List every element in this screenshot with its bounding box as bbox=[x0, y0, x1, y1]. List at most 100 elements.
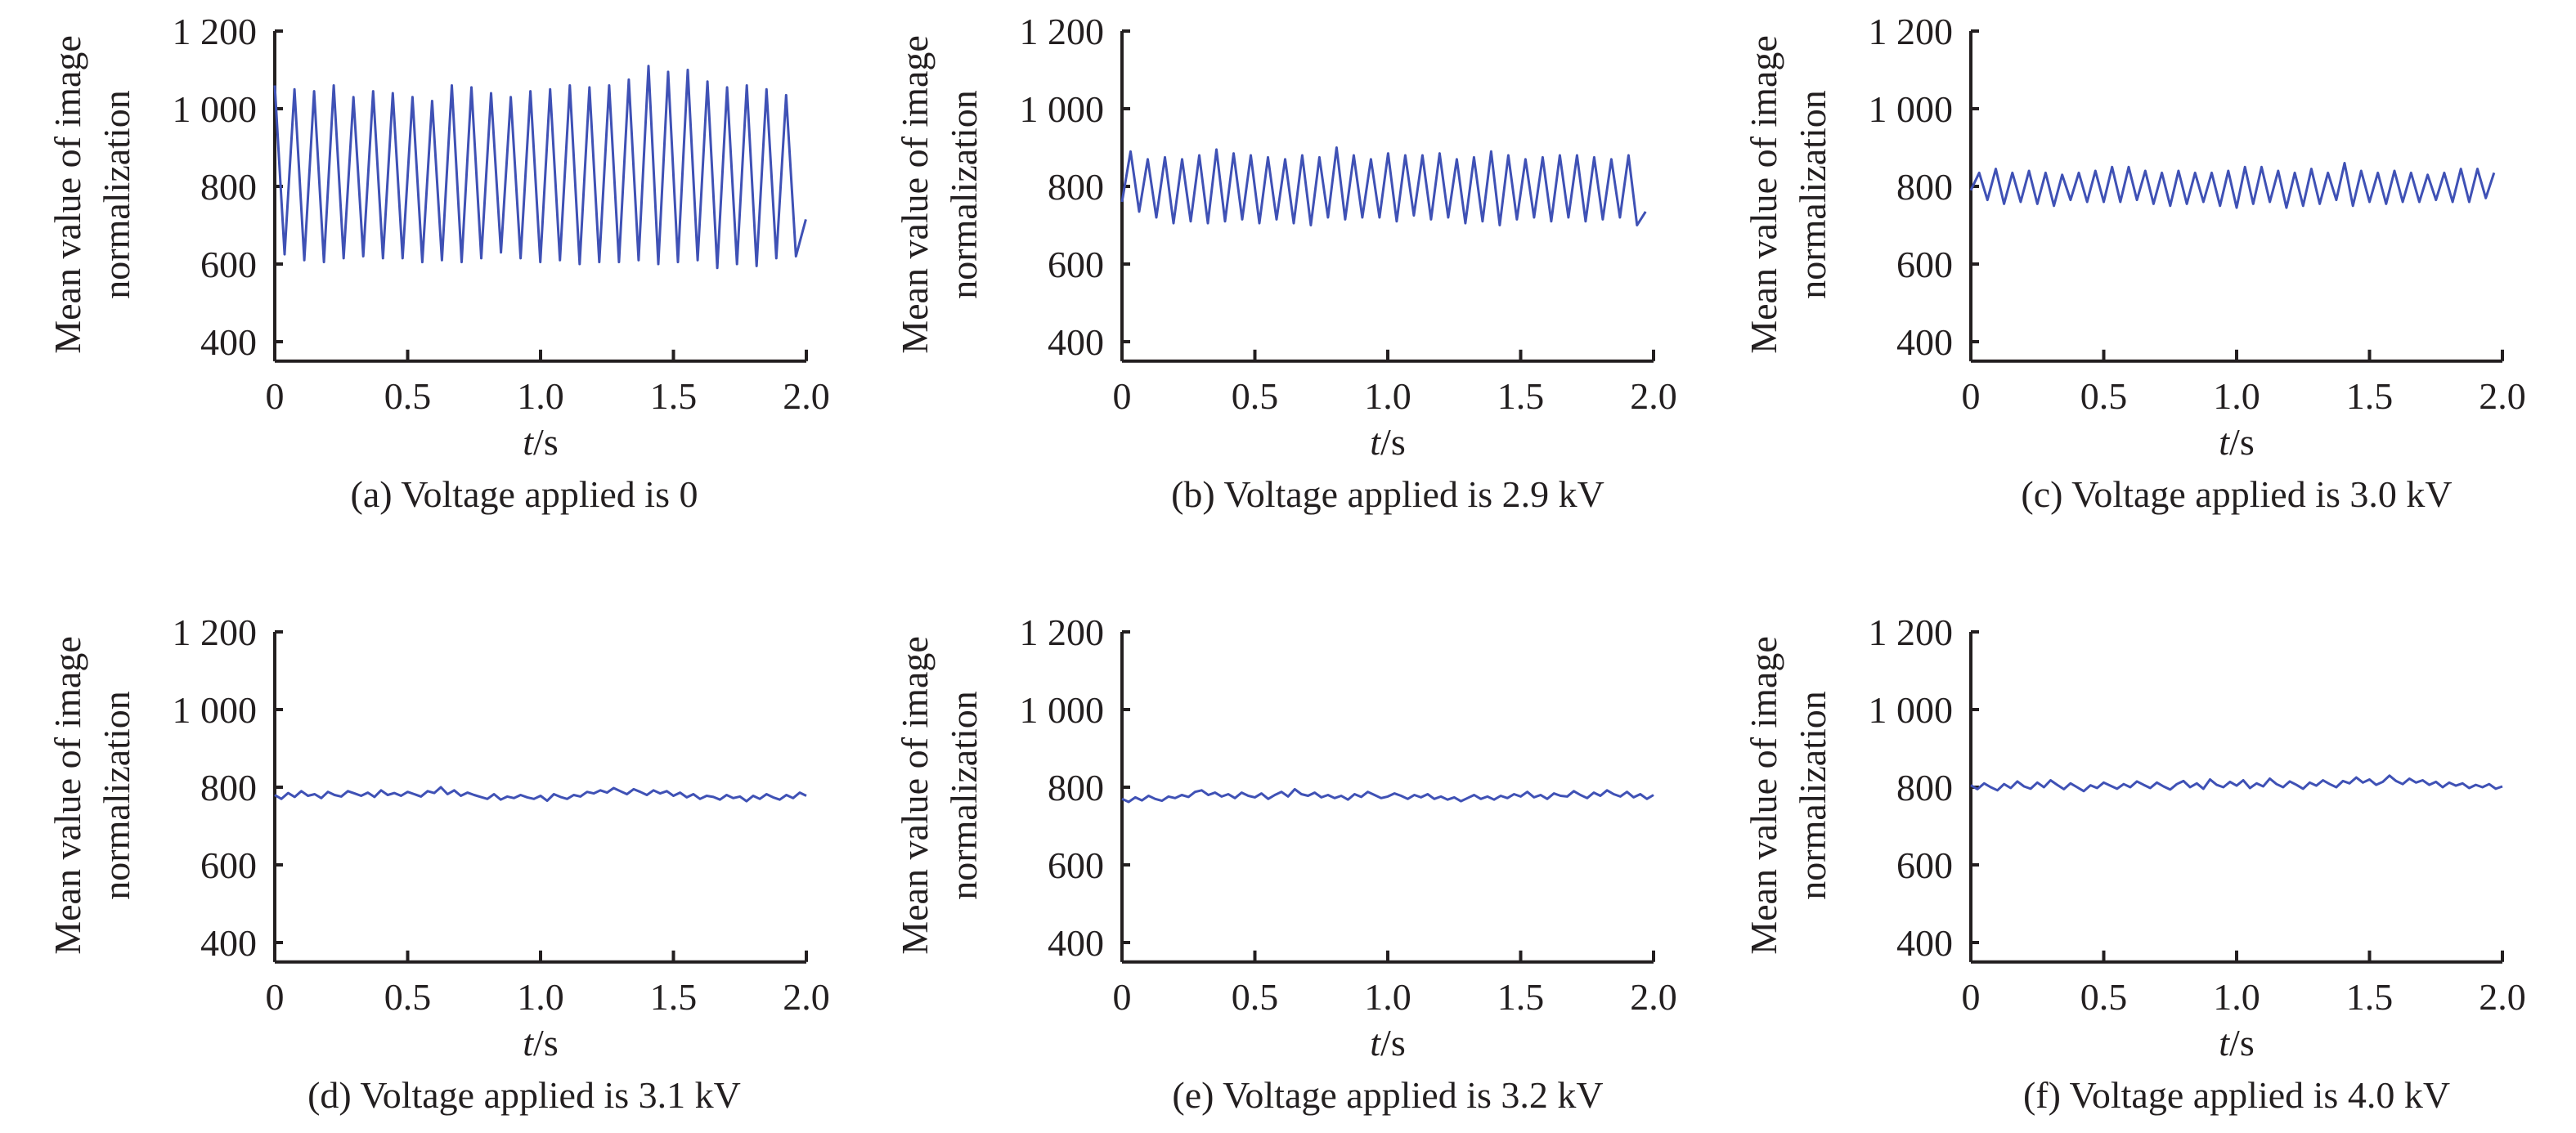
series-line bbox=[1121, 787, 1654, 804]
x-tick-label: 2.0 bbox=[2479, 375, 2526, 417]
x-tick-label: 1.0 bbox=[1364, 976, 1411, 1018]
x-axis-label: t/s bbox=[523, 1022, 558, 1064]
panel-caption: (e) Voltage applied is 3.2 kV bbox=[1172, 1074, 1603, 1116]
y-axis-label: Mean value of image bbox=[894, 35, 936, 354]
x-axis-label-unit: /s bbox=[2229, 1022, 2255, 1064]
panel-caption: (f) Voltage applied is 4.0 kV bbox=[2023, 1074, 2450, 1116]
series-line bbox=[273, 65, 807, 270]
y-axis-label: Mean value of image bbox=[894, 636, 936, 955]
x-axis-label: t/s bbox=[1370, 421, 1405, 463]
panel-caption: (b) Voltage applied is 2.9 kV bbox=[1171, 473, 1604, 515]
x-axis-label-unit: /s bbox=[1380, 421, 1406, 463]
y-tick-label: 400 bbox=[1048, 321, 1104, 363]
x-tick-label: 0.5 bbox=[1232, 375, 1279, 417]
y-axis-label: normalization bbox=[943, 691, 985, 899]
series-line bbox=[274, 786, 807, 803]
y-tick-label: 800 bbox=[1048, 166, 1104, 208]
x-tick-label: 0 bbox=[1962, 375, 1981, 417]
x-tick-label: 1.0 bbox=[517, 976, 564, 1018]
y-tick-label: 800 bbox=[200, 166, 257, 208]
panel-caption: (a) Voltage applied is 0 bbox=[351, 473, 698, 515]
y-tick-label: 1 200 bbox=[1869, 11, 1954, 52]
x-tick-label: 1.5 bbox=[650, 375, 698, 417]
x-tick-label: 0.5 bbox=[1232, 976, 1279, 1018]
x-tick-label: 2.0 bbox=[1630, 375, 1677, 417]
y-tick-label: 800 bbox=[1896, 166, 1953, 208]
x-axis-label: t/s bbox=[2219, 421, 2254, 463]
x-tick-label: 1.5 bbox=[1497, 976, 1545, 1018]
x-tick-label: 1.0 bbox=[1364, 375, 1411, 417]
y-axis-label: Mean value of image bbox=[1743, 35, 1784, 354]
x-tick-label: 0 bbox=[1962, 976, 1981, 1018]
x-axis-label-unit: /s bbox=[533, 1022, 559, 1064]
y-tick-label: 1 000 bbox=[1869, 689, 1954, 731]
y-tick-label: 1 200 bbox=[173, 11, 258, 52]
x-axis-label-unit: /s bbox=[1380, 1022, 1406, 1064]
y-tick-label: 1 000 bbox=[1020, 689, 1105, 731]
y-tick-label: 800 bbox=[200, 767, 257, 808]
y-tick-label: 600 bbox=[1896, 844, 1953, 886]
y-axis-label: normalization bbox=[96, 90, 137, 298]
x-tick-label: 1.0 bbox=[2213, 375, 2260, 417]
x-tick-label: 1.0 bbox=[2213, 976, 2260, 1018]
y-tick-label: 400 bbox=[200, 922, 257, 964]
x-axis-label: t/s bbox=[1370, 1022, 1405, 1064]
y-axis-label: normalization bbox=[943, 90, 985, 298]
y-tick-label: 1 000 bbox=[173, 689, 258, 731]
series-line bbox=[1970, 774, 2503, 793]
x-axis-label-variable: t bbox=[523, 421, 534, 463]
x-axis-label-variable: t bbox=[523, 1022, 534, 1064]
y-tick-label: 600 bbox=[1048, 844, 1104, 886]
series-line bbox=[1120, 146, 1647, 226]
y-axis-label: normalization bbox=[96, 691, 137, 899]
x-axis-label-variable: t bbox=[2219, 421, 2230, 463]
x-tick-label: 1.5 bbox=[2346, 375, 2394, 417]
x-tick-label: 0.5 bbox=[384, 976, 432, 1018]
x-tick-label: 0.5 bbox=[2080, 976, 2128, 1018]
x-tick-label: 0 bbox=[266, 976, 285, 1018]
y-tick-label: 1 200 bbox=[1020, 611, 1105, 653]
y-tick-label: 1 000 bbox=[1020, 88, 1105, 130]
x-tick-label: 0.5 bbox=[384, 375, 432, 417]
y-tick-label: 600 bbox=[200, 244, 257, 285]
x-tick-label: 2.0 bbox=[1630, 976, 1677, 1018]
y-tick-label: 600 bbox=[1048, 244, 1104, 285]
x-axis-label: t/s bbox=[2219, 1022, 2254, 1064]
y-axis-label: Mean value of image bbox=[1743, 636, 1784, 955]
x-axis-label-variable: t bbox=[1370, 421, 1381, 463]
series-line bbox=[1969, 162, 2496, 209]
x-tick-label: 1.5 bbox=[650, 976, 698, 1018]
x-axis-label-variable: t bbox=[1370, 1022, 1381, 1064]
y-tick-label: 800 bbox=[1896, 767, 1953, 808]
x-tick-label: 0 bbox=[266, 375, 285, 417]
y-axis-label: Mean value of image bbox=[47, 636, 88, 955]
panel-caption: (c) Voltage applied is 3.0 kV bbox=[2021, 473, 2452, 515]
y-tick-label: 400 bbox=[200, 321, 257, 363]
y-tick-label: 800 bbox=[1048, 767, 1104, 808]
y-tick-label: 400 bbox=[1896, 922, 1953, 964]
x-tick-label: 1.5 bbox=[2346, 976, 2394, 1018]
x-axis-label-unit: /s bbox=[533, 421, 559, 463]
y-tick-label: 1 200 bbox=[173, 611, 258, 653]
y-tick-label: 1 000 bbox=[1869, 88, 1954, 130]
y-axis-label: Mean value of image bbox=[47, 35, 88, 354]
panel-caption: (d) Voltage applied is 3.1 kV bbox=[307, 1074, 741, 1116]
x-axis-label: t/s bbox=[523, 421, 558, 463]
x-axis-label-variable: t bbox=[2219, 1022, 2230, 1064]
x-tick-label: 2.0 bbox=[2479, 976, 2526, 1018]
x-tick-label: 2.0 bbox=[783, 375, 830, 417]
x-tick-label: 2.0 bbox=[783, 976, 830, 1018]
y-tick-label: 400 bbox=[1048, 922, 1104, 964]
x-tick-label: 0.5 bbox=[2080, 375, 2128, 417]
y-tick-label: 1 200 bbox=[1020, 11, 1105, 52]
y-axis-label: normalization bbox=[1792, 691, 1833, 899]
x-tick-label: 1.5 bbox=[1497, 375, 1545, 417]
y-tick-label: 400 bbox=[1896, 321, 1953, 363]
